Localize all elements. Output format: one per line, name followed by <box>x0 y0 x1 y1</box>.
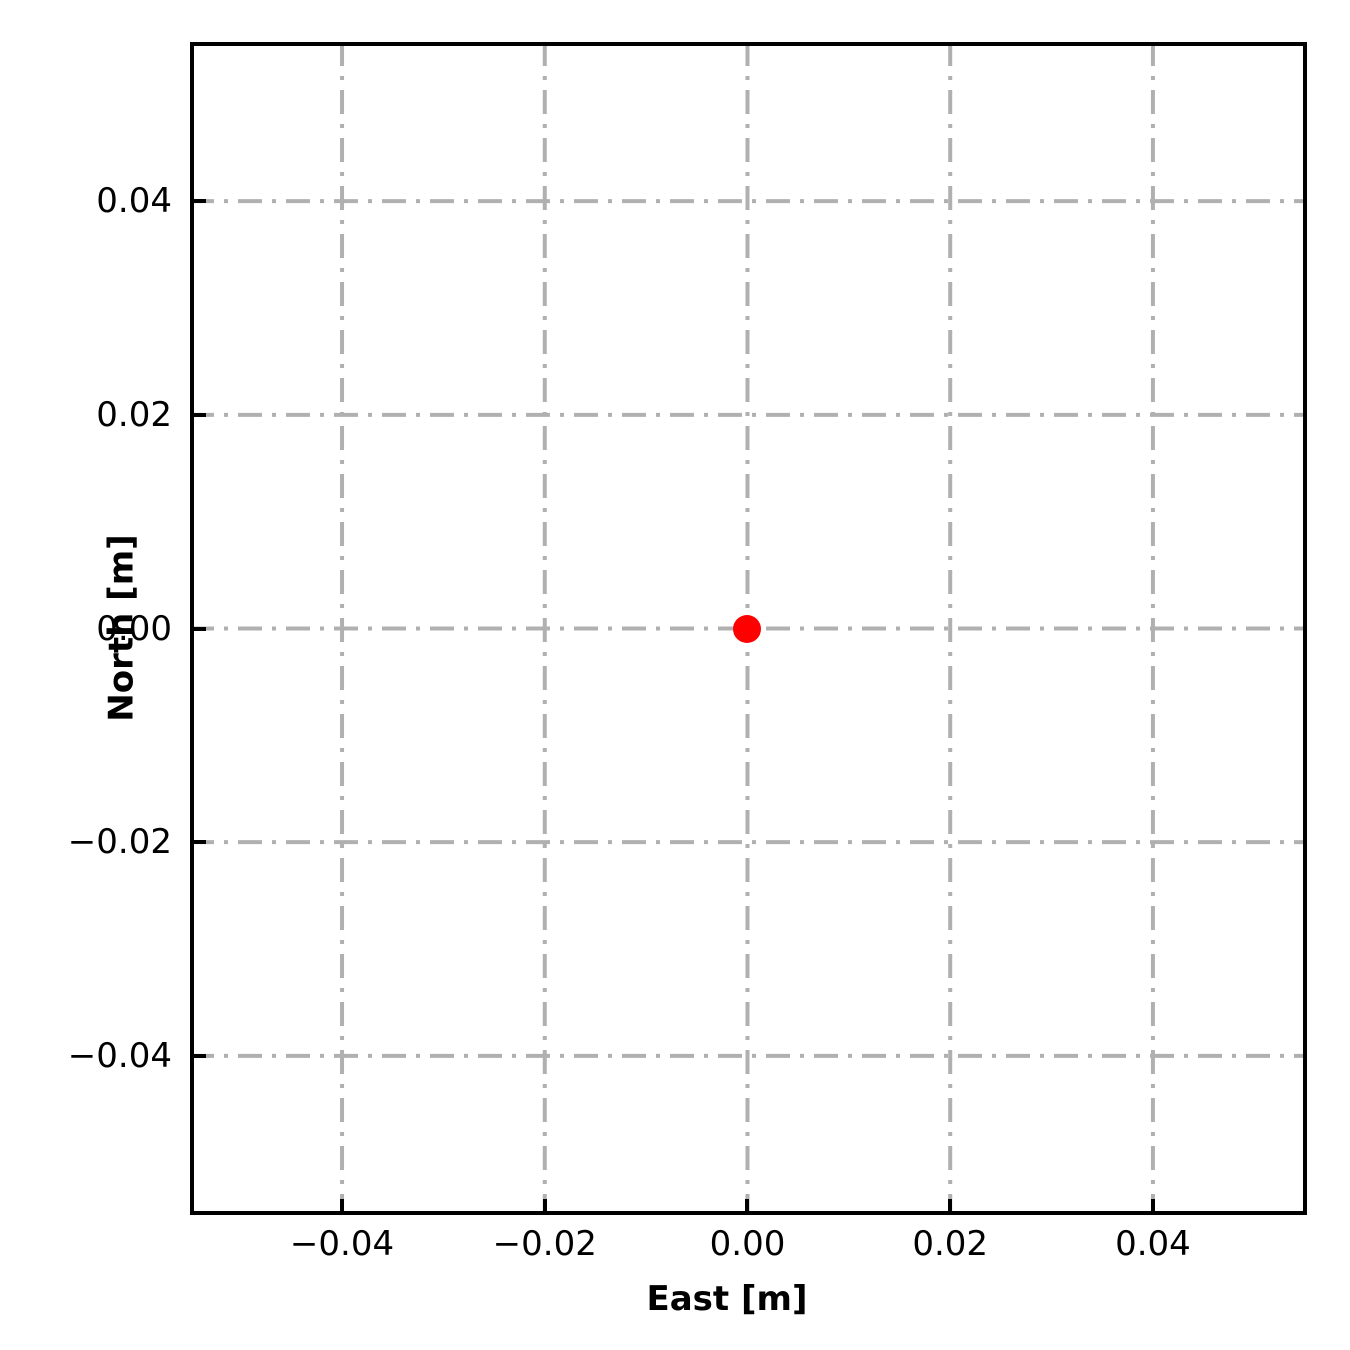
data-point-0-0 <box>733 614 762 643</box>
y-tick-2 <box>190 626 206 631</box>
y-axis-title: North [m] <box>101 534 142 722</box>
y-tick-3 <box>190 412 206 417</box>
y-tick-0 <box>190 1053 206 1058</box>
plot-axes-area <box>190 42 1307 1215</box>
x-tick-1 <box>542 1199 547 1215</box>
x-tick-label-4: 0.04 <box>1115 1224 1191 1264</box>
x-tick-4 <box>1150 1199 1155 1215</box>
axis-spine-right <box>1303 42 1307 1215</box>
x-tick-label-2: 0.00 <box>709 1224 786 1264</box>
y-tick-label-1: −0.02 <box>67 822 172 863</box>
y-tick-4 <box>190 199 206 204</box>
x-tick-3 <box>948 1199 953 1215</box>
x-axis-title-text: East [m] <box>646 1279 808 1319</box>
x-tick-label-1: −0.02 <box>492 1224 597 1264</box>
x-axis-title: East [m] <box>0 1279 1350 1319</box>
x-tick-label-0: −0.04 <box>289 1224 395 1264</box>
axis-spine-top <box>190 42 1307 46</box>
x-tick-0 <box>340 1199 345 1215</box>
x-tick-label-3: 0.02 <box>912 1224 989 1264</box>
y-tick-label-0: −0.04 <box>67 1035 172 1076</box>
x-tick-2 <box>745 1199 750 1215</box>
y-tick-label-4: 0.04 <box>96 181 172 222</box>
y-tick-label-3: 0.02 <box>96 394 172 435</box>
y-tick-1 <box>190 840 206 845</box>
y-tick-label-2: 0.00 <box>96 608 172 649</box>
